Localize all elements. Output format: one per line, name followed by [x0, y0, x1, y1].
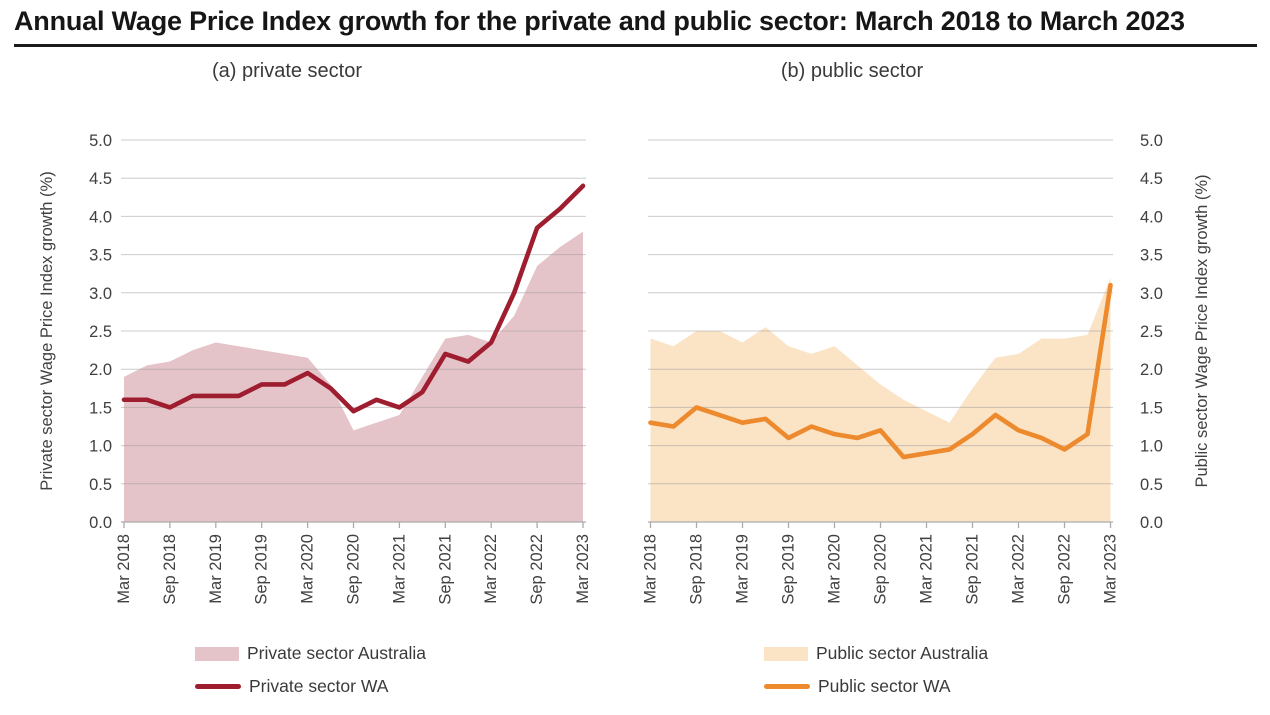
- svg-text:2.5: 2.5: [89, 323, 112, 341]
- svg-text:0.0: 0.0: [89, 514, 112, 532]
- svg-text:Sep 2018: Sep 2018: [688, 534, 706, 605]
- svg-text:2.5: 2.5: [1140, 323, 1163, 341]
- public-chart: 0.0 0.5 1.0 1.5 2.0 2.5 3.0 3.5 4.0 4.5 5.0 Mar 201…: [642, 132, 1212, 605]
- public-x-tick-labels: Mar 2018 Sep 2018 Mar 2019 Sep 2019 Mar 2020…: [642, 534, 1120, 605]
- legend-label: Private sector Australia: [247, 643, 426, 663]
- svg-text:4.0: 4.0: [89, 208, 112, 226]
- svg-text:5.0: 5.0: [89, 132, 112, 150]
- private-gridlines: [121, 139, 586, 485]
- svg-text:2.0: 2.0: [89, 361, 112, 379]
- svg-text:Mar 2021: Mar 2021: [918, 534, 936, 604]
- svg-text:Sep 2022: Sep 2022: [528, 534, 546, 605]
- svg-text:Mar 2018: Mar 2018: [642, 534, 660, 604]
- svg-text:3.5: 3.5: [89, 247, 112, 265]
- svg-text:Sep 2021: Sep 2021: [964, 534, 982, 605]
- svg-text:Mar 2021: Mar 2021: [390, 534, 408, 604]
- public-x-axis: [648, 521, 1113, 528]
- legend-label: Public sector Australia: [816, 643, 989, 663]
- public-legend: Public sector Australia Public sector WA: [764, 642, 988, 708]
- svg-text:Mar 2019: Mar 2019: [734, 534, 752, 604]
- svg-text:4.5: 4.5: [1140, 170, 1163, 188]
- public-australia-area: [650, 277, 1111, 522]
- legend-label: Private sector WA: [249, 676, 389, 696]
- private-x-axis: [121, 521, 586, 528]
- svg-text:5.0: 5.0: [1140, 132, 1163, 150]
- svg-text:Mar 2019: Mar 2019: [207, 534, 225, 604]
- public-wa-line: [648, 282, 1113, 460]
- public-chart-subtitle: (b) public sector: [780, 60, 924, 82]
- private-y-axis-title: Private sector Wage Price Index growth (…: [38, 171, 56, 490]
- svg-text:Sep 2019: Sep 2019: [253, 534, 271, 605]
- svg-text:Sep 2021: Sep 2021: [436, 534, 454, 605]
- svg-text:Mar 2023: Mar 2023: [574, 534, 592, 604]
- public-gridlines: [648, 139, 1113, 485]
- svg-text:0.5: 0.5: [89, 476, 112, 494]
- svg-text:Mar 2022: Mar 2022: [1010, 534, 1028, 604]
- public-wa-line-swatch: [764, 684, 810, 689]
- svg-text:Sep 2020: Sep 2020: [345, 534, 363, 605]
- svg-text:Sep 2018: Sep 2018: [161, 534, 179, 605]
- svg-text:1.0: 1.0: [89, 438, 112, 456]
- private-y-tick-labels: 0.0 0.5 1.0 1.5 2.0 2.5 3.0 3.5 4.0 4.5 5.0: [89, 132, 112, 532]
- private-legend: Private sector Australia Private sector …: [195, 642, 426, 708]
- private-wa-line-swatch: [195, 684, 241, 689]
- svg-text:1.5: 1.5: [89, 399, 112, 417]
- svg-text:3.0: 3.0: [89, 285, 112, 303]
- svg-text:1.5: 1.5: [1140, 399, 1163, 417]
- svg-text:3.0: 3.0: [1140, 285, 1163, 303]
- svg-text:4.5: 4.5: [89, 170, 112, 188]
- legend-item-private-wa: Private sector WA: [195, 675, 426, 698]
- svg-text:Mar 2020: Mar 2020: [299, 534, 317, 604]
- private-chart: 0.0 0.5 1.0 1.5 2.0 2.5 3.0 3.5 4.0 4.5 5.0 Mar 201…: [38, 132, 592, 605]
- private-australia-area-swatch: [195, 646, 239, 661]
- private-australia-area: [124, 231, 583, 522]
- private-x-tick-labels: Mar 2018 Sep 2018 Mar 2019 Sep 2019 Mar 2020…: [115, 534, 592, 605]
- legend-item-private-australia: Private sector Australia: [195, 642, 426, 665]
- private-chart-subtitle: (a) private sector: [211, 60, 363, 82]
- public-y-axis-title: Public sector Wage Price Index growth (%…: [1193, 174, 1211, 487]
- svg-text:Mar 2018: Mar 2018: [115, 534, 133, 604]
- svg-text:2.0: 2.0: [1140, 361, 1163, 379]
- svg-text:0.0: 0.0: [1140, 514, 1163, 532]
- svg-text:Sep 2019: Sep 2019: [780, 534, 798, 605]
- figure-title: Annual Wage Price Index growth for the p…: [14, 6, 1185, 36]
- public-y-tick-labels: 0.0 0.5 1.0 1.5 2.0 2.5 3.0 3.5 4.0 4.5 5.0: [1140, 132, 1163, 532]
- legend-label: Public sector WA: [818, 676, 951, 696]
- svg-text:Sep 2022: Sep 2022: [1056, 534, 1074, 605]
- svg-text:3.5: 3.5: [1140, 247, 1163, 265]
- svg-text:1.0: 1.0: [1140, 438, 1163, 456]
- svg-text:Sep 2020: Sep 2020: [872, 534, 890, 605]
- legend-item-public-wa: Public sector WA: [764, 675, 988, 698]
- title-underline: [14, 44, 1257, 47]
- svg-text:4.0: 4.0: [1140, 208, 1163, 226]
- public-australia-area-swatch: [764, 646, 808, 661]
- svg-text:Mar 2023: Mar 2023: [1102, 534, 1120, 604]
- private-wa-line: [121, 183, 586, 414]
- svg-text:Mar 2020: Mar 2020: [826, 534, 844, 604]
- svg-text:Mar 2022: Mar 2022: [482, 534, 500, 604]
- legend-item-public-australia: Public sector Australia: [764, 642, 988, 665]
- svg-text:0.5: 0.5: [1140, 476, 1163, 494]
